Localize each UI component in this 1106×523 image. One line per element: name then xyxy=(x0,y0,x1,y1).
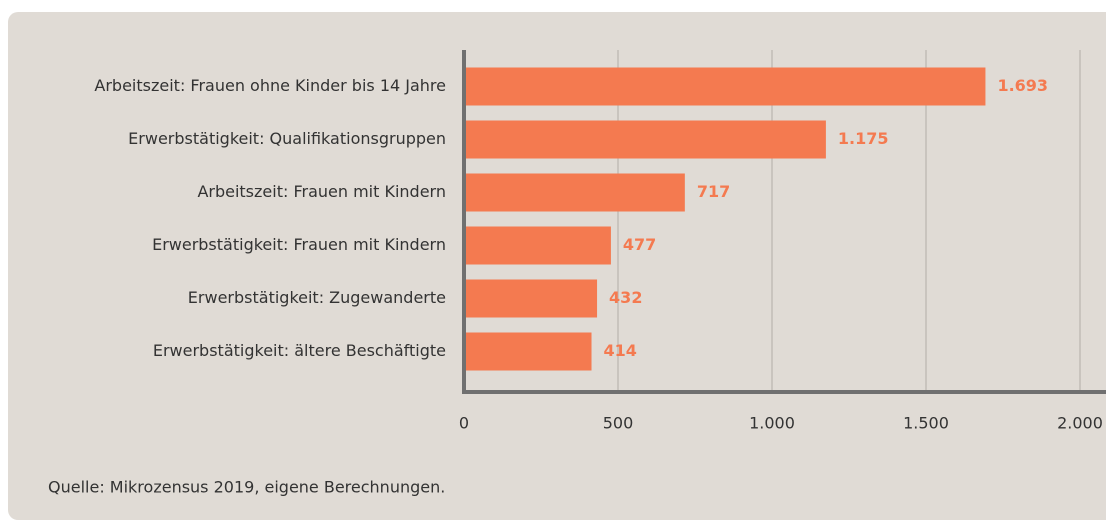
y-tick-label: Arbeitszeit: Frauen ohne Kinder bis 14 J… xyxy=(94,76,446,95)
x-tick-label: 2.000 xyxy=(1057,414,1103,433)
value-label: 1.175 xyxy=(838,129,889,148)
y-tick-label: Erwerbstätigkeit: Zugewanderte xyxy=(188,288,446,307)
value-label: 717 xyxy=(697,182,730,201)
bar xyxy=(464,173,685,212)
bar xyxy=(464,279,598,318)
bar xyxy=(464,120,826,159)
value-label: 414 xyxy=(604,341,637,360)
x-tick-label: 1.000 xyxy=(749,414,795,433)
bar xyxy=(464,226,611,265)
y-tick-label: Arbeitszeit: Frauen mit Kindern xyxy=(197,182,446,201)
y-tick-label: Erwerbstätigkeit: Qualifikationsgruppen xyxy=(128,129,446,148)
source: Quelle: Mikrozensus 2019, eigene Berechn… xyxy=(48,478,445,497)
value-label: 432 xyxy=(609,288,642,307)
bar xyxy=(464,67,986,106)
x-tick-label: 500 xyxy=(603,414,634,433)
bar xyxy=(464,332,592,371)
value-label: 477 xyxy=(623,235,656,254)
y-tick-label: Erwerbstätigkeit: Frauen mit Kindern xyxy=(152,235,446,254)
x-tick-label: 1.500 xyxy=(903,414,949,433)
x-tick-label: 0 xyxy=(459,414,469,433)
y-tick-label: Erwerbstätigkeit: ältere Beschäftigte xyxy=(153,341,446,360)
value-label: 1.693 xyxy=(997,76,1048,95)
